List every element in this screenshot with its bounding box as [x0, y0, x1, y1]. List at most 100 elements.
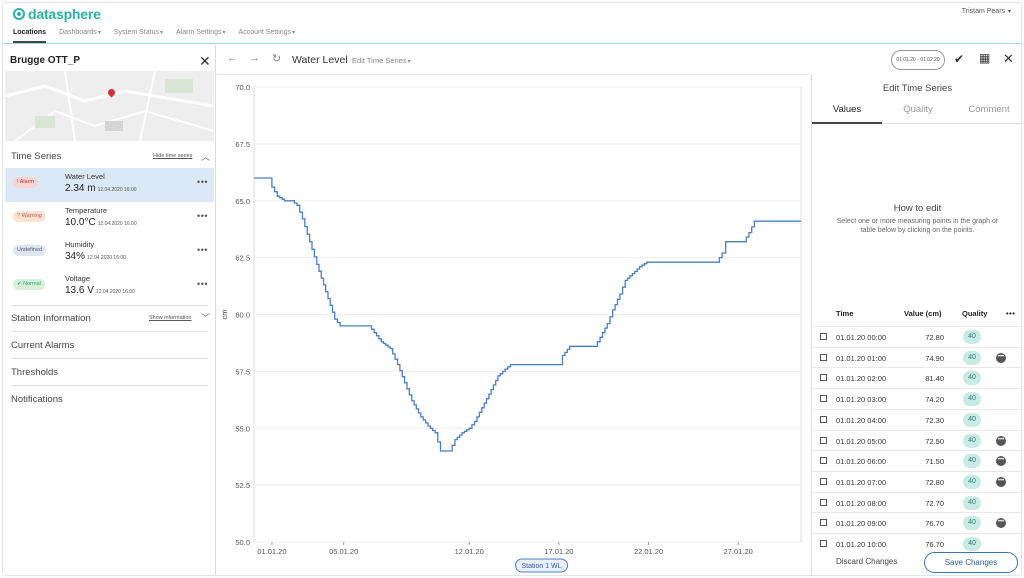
row-value[interactable]: 74.20: [925, 395, 944, 405]
table-row[interactable]: 01.01.20 00:00 72.80 40: [812, 326, 1021, 347]
station-map[interactable]: [5, 71, 214, 141]
table-icon[interactable]: ▦: [979, 51, 991, 65]
row-value[interactable]: 72.80: [925, 333, 944, 342]
edit-time-series-dropdown[interactable]: Edit Time Series▾: [352, 56, 411, 65]
refresh-icon[interactable]: ↻: [272, 53, 282, 65]
location-panel: Brugge OTT_P ✕ Time Series Hide time ser…: [3, 45, 216, 575]
more-options-icon[interactable]: •••: [197, 245, 208, 255]
time-series-item[interactable]: ! Alarm Water Level 2.34 m 12.04.2020 16:00…: [5, 168, 214, 202]
time-series-item[interactable]: ✔ Normal Voltage 13.6 V 12.04.2020 16:00 •••: [5, 270, 214, 304]
comment-icon[interactable]: •••: [996, 456, 1006, 467]
col-quality[interactable]: Quality: [962, 309, 988, 318]
current-alarms-link[interactable]: Current Alarms: [11, 340, 75, 351]
table-row[interactable]: 01.01.20 04:00 72.30 40: [812, 408, 1021, 430]
row-checkbox[interactable]: [820, 436, 827, 444]
station-info-header[interactable]: Station Information: [11, 313, 91, 324]
col-value[interactable]: Value (cm): [904, 309, 942, 318]
discard-changes-button[interactable]: Discard Changes: [836, 557, 898, 566]
row-checkbox[interactable]: [820, 498, 827, 506]
divider: [11, 358, 208, 359]
table-row[interactable]: 01.01.20 08:00 72.70 40: [812, 491, 1021, 513]
quality-badge[interactable]: 40: [963, 516, 981, 531]
table-row[interactable]: 01.01.20 02:00 81.40 40: [812, 367, 1021, 388]
thresholds-link[interactable]: Thresholds: [11, 367, 58, 378]
row-value[interactable]: 72.30: [925, 415, 944, 425]
quality-badge[interactable]: 40: [963, 371, 981, 386]
close-icon[interactable]: ✕: [1003, 51, 1014, 66]
table-row[interactable]: 01.01.20 10:00 76.70 40: [812, 533, 1021, 554]
comment-icon[interactable]: •••: [996, 476, 1006, 487]
chevron-down-icon[interactable]: ﹀: [201, 313, 211, 323]
series-legend-pill[interactable]: [515, 558, 568, 573]
row-checkbox[interactable]: [820, 395, 827, 403]
user-menu[interactable]: Tristam Pears ▾: [962, 8, 1011, 15]
notifications-link[interactable]: Notifications: [11, 394, 63, 405]
comment-icon[interactable]: •••: [996, 435, 1006, 446]
series-line[interactable]: [254, 177, 801, 452]
row-checkbox[interactable]: [820, 477, 827, 485]
save-changes-button[interactable]: Save Changes: [924, 552, 1018, 573]
hide-time-series-link[interactable]: Hide time series: [153, 153, 193, 159]
row-value[interactable]: 76.70: [925, 519, 944, 529]
x-tick-label: 27.01.20: [724, 547, 753, 556]
row-value[interactable]: 72.80: [925, 477, 944, 487]
back-arrow-icon[interactable]: ←: [227, 52, 238, 64]
comment-icon[interactable]: •••: [996, 352, 1006, 363]
row-time: 01.01.20 03:00: [836, 395, 887, 405]
table-row[interactable]: 01.01.20 07:00 72.80 40 •••: [812, 470, 1021, 492]
table-row[interactable]: 01.01.20 09:00 76.70 40 •••: [812, 512, 1021, 533]
row-checkbox[interactable]: [820, 333, 827, 340]
row-checkbox[interactable]: [820, 540, 827, 547]
row-value[interactable]: 71.50: [925, 457, 944, 467]
table-row[interactable]: 01.01.20 01:00 74.90 40 •••: [812, 346, 1021, 368]
quality-badge[interactable]: 40: [963, 454, 981, 469]
row-value[interactable]: 72.70: [925, 498, 944, 508]
time-series-item[interactable]: ? Warning Temperature 10.0°C 12.04.2020 16:…: [5, 202, 214, 236]
status-label: Normal: [23, 281, 41, 287]
chevron-up-icon[interactable]: ︿: [201, 152, 211, 162]
row-checkbox[interactable]: [820, 374, 827, 382]
nav-item-locations[interactable]: Locations: [13, 29, 47, 43]
date-range-picker[interactable]: 01.01.20 - 01.02.20: [891, 50, 945, 70]
quality-badge[interactable]: 40: [963, 433, 981, 448]
time-series-item[interactable]: Undefined Humidity 34% 12.04.2020 16:00 •••: [5, 236, 214, 270]
more-options-icon[interactable]: •••: [197, 211, 208, 221]
tab-quality[interactable]: Quality: [903, 104, 933, 115]
quality-badge[interactable]: 40: [963, 412, 981, 427]
more-options-icon[interactable]: •••: [197, 177, 208, 187]
logo[interactable]: datasphere: [13, 5, 101, 23]
col-time[interactable]: Time: [836, 309, 854, 318]
row-value[interactable]: 76.70: [925, 540, 944, 549]
water-level-chart[interactable]: 50.0 52.5 55.0 57.5 60.0 62.5 65.0 67.5 70.0 01.0…: [217, 75, 811, 576]
show-information-link[interactable]: Show information: [149, 315, 192, 321]
row-checkbox[interactable]: [820, 353, 827, 361]
row-checkbox[interactable]: [820, 415, 827, 423]
quality-badge[interactable]: 40: [963, 330, 981, 344]
forward-arrow-icon[interactable]: →: [249, 52, 260, 64]
quality-badge[interactable]: 40: [963, 537, 981, 551]
row-value[interactable]: 81.40: [925, 374, 944, 384]
tab-comment[interactable]: Comment: [968, 104, 1010, 115]
row-checkbox[interactable]: [820, 457, 827, 465]
quality-badge[interactable]: 40: [963, 350, 981, 365]
table-row[interactable]: 01.01.20 05:00 72.50 40 •••: [812, 429, 1021, 451]
more-options-icon[interactable]: •••: [1006, 309, 1016, 318]
nav-item-alarm-settings[interactable]: Alarm Settings▾: [176, 29, 226, 43]
tab-values[interactable]: Values: [812, 104, 882, 124]
nav-item-system-status[interactable]: System Status▾: [114, 29, 163, 43]
table-row[interactable]: 01.01.20 03:00 74.20 40: [812, 388, 1021, 409]
comment-icon[interactable]: •••: [996, 518, 1006, 529]
check-icon[interactable]: ✔: [954, 52, 965, 66]
quality-badge[interactable]: 40: [963, 474, 981, 489]
close-icon[interactable]: ✕: [199, 53, 211, 69]
row-value[interactable]: 74.90: [925, 353, 944, 363]
nav-item-account-settings[interactable]: Account Settings▾: [239, 29, 296, 43]
nav-item-dashboards[interactable]: Dashboards▾: [59, 29, 101, 43]
table-row[interactable]: 01.01.20 06:00 71.50 40 •••: [812, 450, 1021, 471]
row-value[interactable]: 72.50: [925, 436, 944, 446]
quality-badge[interactable]: 40: [963, 392, 981, 407]
more-options-icon[interactable]: •••: [197, 279, 208, 289]
row-checkbox[interactable]: [820, 519, 827, 527]
how-to-title: How to edit: [893, 203, 942, 214]
quality-badge[interactable]: 40: [963, 495, 981, 510]
